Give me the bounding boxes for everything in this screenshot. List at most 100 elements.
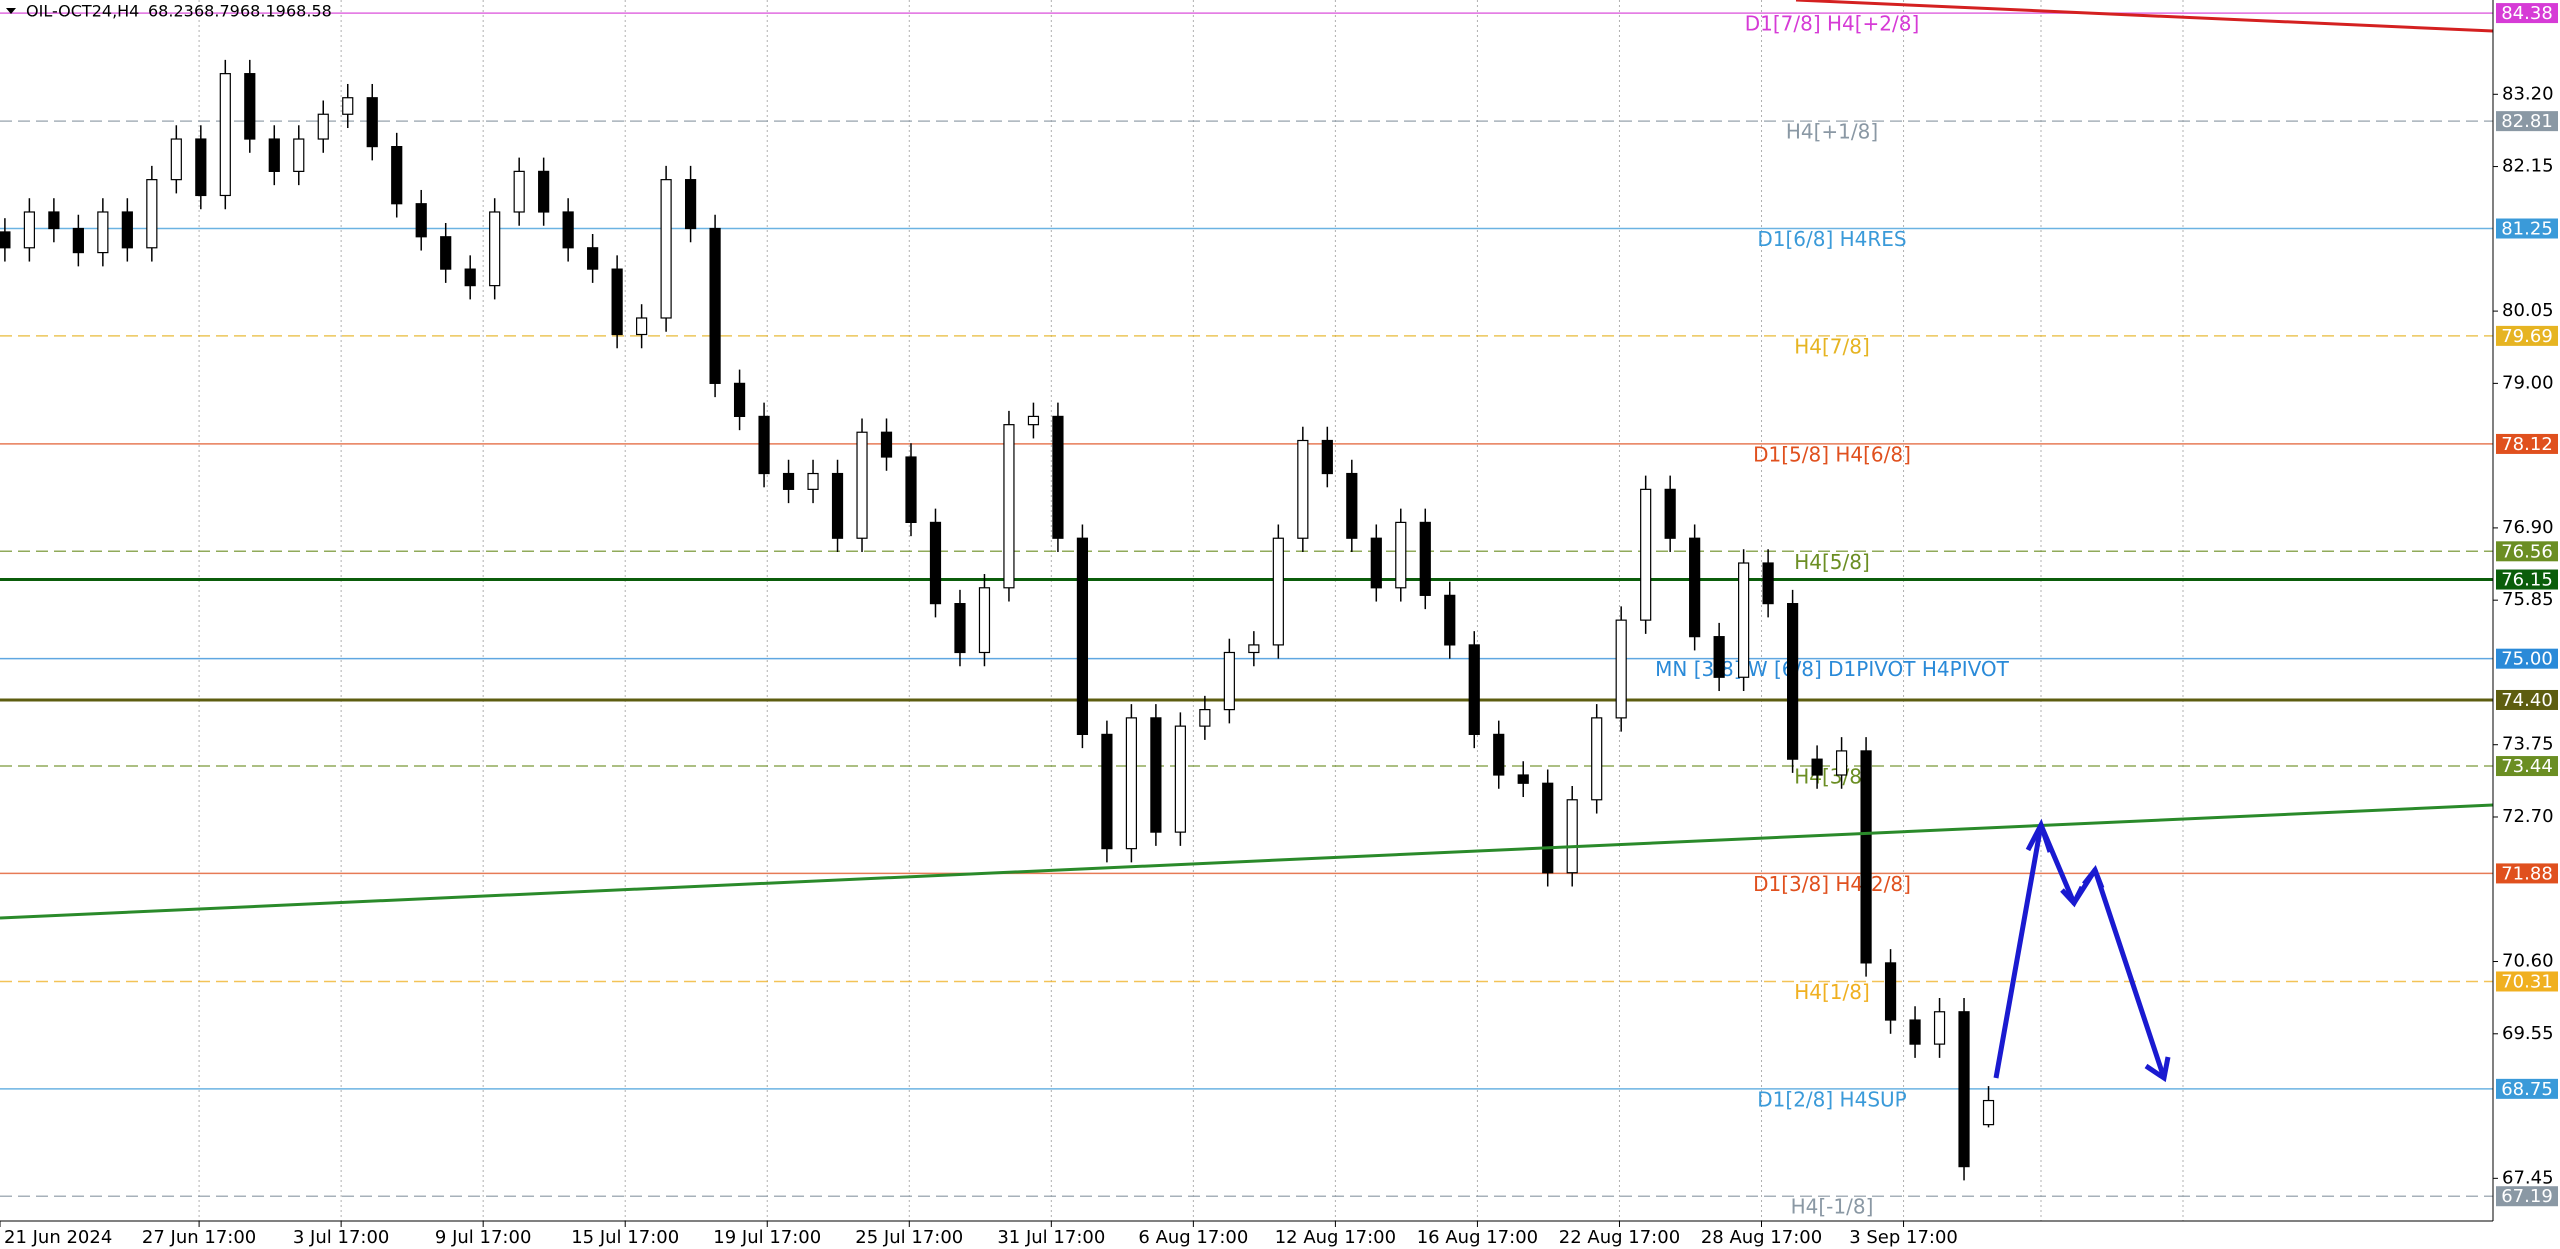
price-label-bg — [2496, 1078, 2558, 1099]
candle-body — [415, 203, 427, 238]
close-value: 68.58 — [286, 2, 332, 21]
price-label: 84.38 — [2501, 3, 2553, 24]
x-tick-label: 28 Aug 17:00 — [1701, 1227, 1822, 1248]
candle-body — [880, 431, 893, 458]
candle-body — [513, 170, 525, 213]
grid — [198, 0, 2184, 1221]
level-label: D1[7/8] H4[+2/8] — [1745, 12, 1920, 36]
candle-body — [1762, 562, 1774, 605]
candle-body — [342, 97, 354, 115]
level-label: H4[+1/8] — [1786, 120, 1878, 144]
candle-body — [856, 431, 868, 539]
candle-body — [1933, 1011, 1946, 1045]
level-label: MN [3/8] W [6/8] D1PIVOT H4PIVOT — [1655, 657, 2010, 681]
y-tick-label: 69.55 — [2502, 1023, 2554, 1044]
candle-body — [1689, 537, 1701, 638]
candle-body — [1125, 717, 1138, 850]
x-tick-label: 25 Jul 17:00 — [855, 1227, 963, 1248]
candle-body — [1615, 619, 1627, 719]
price-label: 74.40 — [2501, 690, 2553, 711]
price-label-bg — [2496, 689, 2558, 710]
level-label: D1[3/8] H4[2/8] — [1753, 872, 1911, 896]
candle-body — [293, 138, 305, 172]
candle-body — [1542, 782, 1554, 874]
candle-body — [195, 138, 207, 197]
candle-body — [1150, 717, 1162, 833]
candle-body — [807, 472, 819, 490]
y-tick-label: 80.05 — [2502, 300, 2554, 321]
x-tick-label: 3 Sep 17:00 — [1849, 1227, 1958, 1248]
y-tick-label: 83.20 — [2502, 83, 2554, 104]
price-label: 68.75 — [2501, 1079, 2553, 1100]
price-label: 82.81 — [2501, 111, 2553, 132]
candle-body — [1174, 725, 1186, 833]
low-value: 68.19 — [240, 2, 286, 21]
y-tick-label: 82.15 — [2502, 156, 2554, 177]
x-tick-label: 16 Aug 17:00 — [1417, 1227, 1538, 1248]
candle-body — [1982, 1099, 1995, 1126]
level-label: D1[2/8] H4SUP — [1757, 1087, 1906, 1111]
candle-body — [709, 227, 721, 384]
x-tick-label: 3 Jul 17:00 — [293, 1227, 390, 1248]
arrow-head — [2025, 818, 2053, 853]
candle-body — [1566, 799, 1578, 874]
candle-body — [782, 472, 795, 490]
arrow-head — [2060, 885, 2085, 908]
level-label: H4[3/8] — [1794, 765, 1870, 789]
y-tick-label: 76.90 — [2502, 517, 2554, 538]
price-label-bg — [2496, 541, 2558, 562]
y-tick-label: 75.85 — [2502, 589, 2554, 610]
price-label: 75.00 — [2501, 649, 2553, 670]
candle-body — [1860, 750, 1872, 964]
price-label: 81.25 — [2501, 219, 2553, 240]
axis: 21 Jun 2024 27 Jun 17:00 3 Jul 17:00 9 Jul … — [0, 3, 2558, 1248]
candle-body — [1248, 644, 1260, 654]
candle-body — [1223, 651, 1235, 711]
level-label: H4[1/8] — [1794, 980, 1870, 1004]
x-tick-label: 27 Jun 17:00 — [142, 1227, 256, 1248]
price-label-bg — [2496, 569, 2558, 590]
candle-body — [1738, 562, 1750, 678]
candle-body — [660, 179, 672, 319]
trend-line — [0, 803, 2494, 920]
candle-body — [219, 73, 231, 197]
candle-body — [538, 170, 550, 213]
x-tick-label: 15 Jul 17:00 — [571, 1227, 679, 1248]
candle-body — [268, 138, 280, 172]
candle-body — [1787, 603, 1799, 760]
candle-body — [611, 268, 623, 336]
levels: D1[7/8] H4[+2/8] H4[+1/8] D1[6/8] H4RES H4[… — [0, 12, 2493, 1219]
price-label: 76.15 — [2501, 570, 2553, 591]
candle-body — [0, 231, 11, 249]
candle-body — [1297, 439, 1309, 539]
candle-body — [1884, 962, 1897, 1021]
y-tick-label: 67.45 — [2502, 1167, 2554, 1188]
candle-body — [146, 179, 158, 249]
level-label: H4[-1/8] — [1791, 1195, 1874, 1219]
candle-body — [1811, 758, 1823, 776]
level-label: D1[5/8] H4[6/8] — [1753, 442, 1911, 466]
x-tick-label: 12 Aug 17:00 — [1275, 1227, 1396, 1248]
candle-body — [97, 211, 109, 254]
price-label: 71.88 — [2501, 863, 2553, 884]
candle-body — [758, 415, 770, 475]
open-value: 68.23 — [148, 2, 194, 21]
candle-body — [733, 382, 746, 418]
candle-body — [1517, 774, 1529, 784]
candle-body — [636, 317, 648, 336]
price-label: 78.12 — [2501, 434, 2553, 455]
y-tick-label: 72.70 — [2502, 806, 2554, 827]
price-label-bg — [2496, 648, 2558, 669]
price-label-bg — [2496, 325, 2558, 346]
price-label: 67.19 — [2501, 1186, 2553, 1207]
symbol: OIL-OCT24,H4 — [26, 2, 139, 21]
y-tick-label: 70.60 — [2502, 951, 2554, 972]
candle-body — [587, 247, 599, 270]
candle-body — [905, 456, 917, 524]
header: OIL-OCT24,H4 68.23 68.79 68.19 68.58 — [6, 2, 332, 21]
candle-body — [489, 211, 501, 287]
forecast-arrow — [1993, 818, 2171, 1083]
candle-body — [48, 211, 60, 230]
arrow-head — [2144, 1056, 2171, 1083]
